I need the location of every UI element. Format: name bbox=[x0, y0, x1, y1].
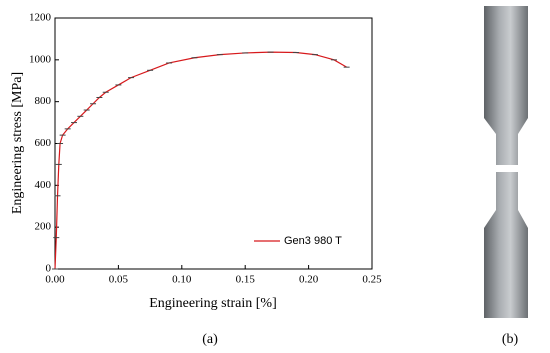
x-axis-label: Engineering strain [%] bbox=[149, 296, 277, 311]
legend-label: Gen3 980 T bbox=[284, 235, 342, 247]
y-tick-label: 200 bbox=[35, 221, 52, 233]
x-tick-label: 0.25 bbox=[362, 274, 382, 286]
caption-a: (a) bbox=[202, 332, 218, 347]
y-tick-label: 600 bbox=[35, 137, 52, 149]
x-tick-label: 0.20 bbox=[299, 274, 319, 286]
specimen-photo bbox=[484, 6, 528, 318]
x-tick-label: 0.05 bbox=[109, 274, 129, 286]
y-tick-label: 400 bbox=[35, 179, 52, 191]
y-tick-label: 1200 bbox=[29, 12, 52, 24]
x-tick-label: 0.10 bbox=[172, 274, 192, 286]
y-tick-label: 1000 bbox=[29, 53, 52, 65]
x-tick-label: 0.00 bbox=[45, 274, 65, 286]
y-tick-label: 0 bbox=[46, 263, 52, 275]
specimen-bottom bbox=[484, 172, 528, 318]
y-axis-label: Engineering stress [MPa] bbox=[10, 72, 25, 214]
x-tick-label: 0.15 bbox=[236, 274, 256, 286]
caption-b: (b) bbox=[502, 332, 519, 347]
specimen-top bbox=[484, 6, 528, 165]
y-tick-label: 800 bbox=[35, 95, 52, 107]
